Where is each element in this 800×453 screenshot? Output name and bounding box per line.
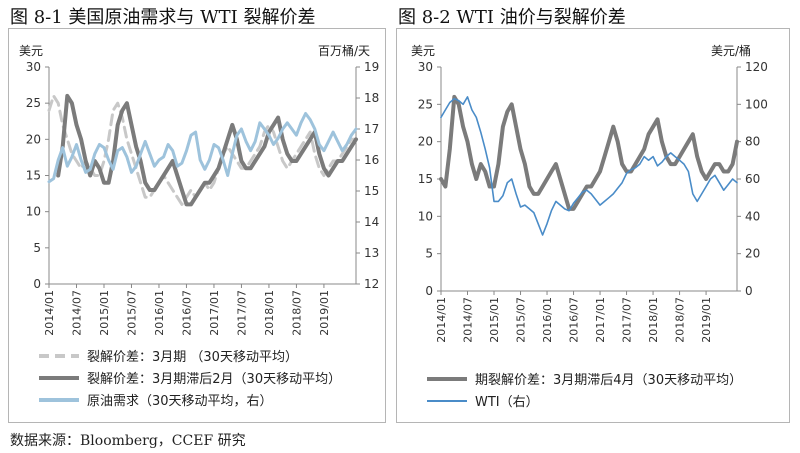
data-source-note: 数据来源：Bloomberg，CCEF 研究 [10,433,246,449]
fig1-x-tick-label: 2017/07 [235,290,248,336]
fig2-right-tick-label: 40 [745,209,760,223]
fig2-right-tick-label: 80 [745,135,760,149]
figure1-chart: 0 5 10 15 20 25 30 12 13 14 15 16 17 18 19 美元 百万桶/天 2014/… [19,43,379,409]
fig2-x-tick-label: 2017/01 [594,297,607,343]
fig1-left-tick-label: 10 [26,205,41,219]
fig1-left-axis-label: 美元 [19,44,43,58]
fig1-left-tick-label: 25 [26,96,41,110]
fig1-x-tick-label: 2018/01 [263,290,276,336]
fig1-right-tick-label: 16 [364,153,379,167]
fig2-left-tick-label: 30 [418,60,433,74]
fig1-right-tick-label: 13 [364,246,379,260]
fig1-left-tick-label: 15 [26,169,41,183]
fig2-right-tick-label: 120 [745,60,768,74]
fig1-right-axis-label: 百万桶/天 [318,43,370,58]
fig1-x-tick-label: 2019/01 [318,290,331,336]
fig2-x-tick-label: 2016/01 [541,297,554,343]
fig1-x-tick-label: 2018/07 [290,290,303,336]
fig2-right-axis-label: 美元/桶 [711,43,751,58]
figure2-title: 图 8-2 WTI 油价与裂解价差 [398,7,626,28]
fig2-right-tick-label: 60 [745,172,760,186]
fig2-legend-label: 期裂解价差：3月期滞后4月（30天移动平均） [475,373,742,388]
fig1-x-tick-label: 2017/01 [208,290,221,336]
fig2-x-tick-label: 2014/01 [435,297,448,343]
fig2-x-tick-label: 2019/01 [700,297,713,343]
fig1-x-tick-label: 2014/01 [43,290,56,336]
fig2-left-tick-label: 15 [418,172,433,186]
fig1-x-tick-label: 2016/01 [153,290,166,336]
fig1-right-tick-label: 19 [364,60,379,74]
fig2-x-tick-label: 2016/07 [568,297,581,343]
fig1-right-tick-label: 18 [364,91,379,105]
fig1-left-tick-label: 0 [33,277,41,291]
fig1-right-tick-label: 14 [364,215,379,229]
fig2-x-tick-label: 2014/07 [462,297,475,343]
fig2-x-tick-label: 2018/01 [647,297,660,343]
figure2-chart: 0 5 10 15 20 25 30 0 20 40 60 80 100 120 美元 美元/桶 2014/01… [411,43,768,410]
figure1-title: 图 8-1 美国原油需求与 WTI 裂解价差 [10,7,316,28]
fig1-series-line-2 [47,112,358,184]
fig1-right-tick-label: 12 [364,277,379,291]
fig1-left-tick-label: 5 [33,241,41,255]
fig2-x-tick-label: 2018/07 [674,297,687,343]
fig2-right-tick-label: 0 [745,284,753,298]
fig2-x-tick-label: 2017/07 [621,297,634,343]
fig2-left-tick-label: 0 [425,284,433,298]
fig1-left-tick-label: 30 [26,60,41,74]
fig1-legend-label: 裂解价差：3月期滞后2月（30天移动平均） [87,372,341,387]
fig1-x-tick-label: 2015/07 [125,290,138,336]
figure1-panel: 0 5 10 15 20 25 30 12 13 14 15 16 17 18 19 美元 百万桶/天 2014/… [8,28,386,423]
fig2-x-tick-label: 2015/01 [488,297,501,343]
fig2-left-tick-label: 25 [418,97,433,111]
fig1-x-tick-label: 2014/07 [70,290,83,336]
fig2-left-tick-label: 10 [418,209,433,223]
fig2-legend-label: WTI（右） [475,395,539,410]
fig2-left-tick-label: 20 [418,135,433,149]
fig1-legend-label: 裂解价差：3月期 （30天移动平均） [87,350,298,365]
fig2-x-tick-label: 2015/07 [515,297,528,343]
fig2-series-line-1 [440,96,738,236]
figure2-panel: 0 5 10 15 20 25 30 0 20 40 60 80 100 120 美元 美元/桶 2014/01… [396,28,790,423]
fig1-right-tick-label: 17 [364,122,379,136]
fig1-x-tick-label: 2015/01 [98,290,111,336]
fig1-series-line-1 [56,93,358,207]
fig2-series-line-0 [439,94,739,211]
fig1-legend-label: 原油需求（30天移动平均，右） [87,394,273,409]
fig2-left-axis-label: 美元 [411,44,435,58]
fig2-left-tick-label: 5 [425,247,433,261]
fig1-x-tick-label: 2016/07 [180,290,193,336]
fig2-right-tick-label: 20 [745,247,760,261]
fig2-right-tick-label: 100 [745,97,768,111]
fig1-left-tick-label: 20 [26,132,41,146]
fig1-right-tick-label: 15 [364,184,379,198]
